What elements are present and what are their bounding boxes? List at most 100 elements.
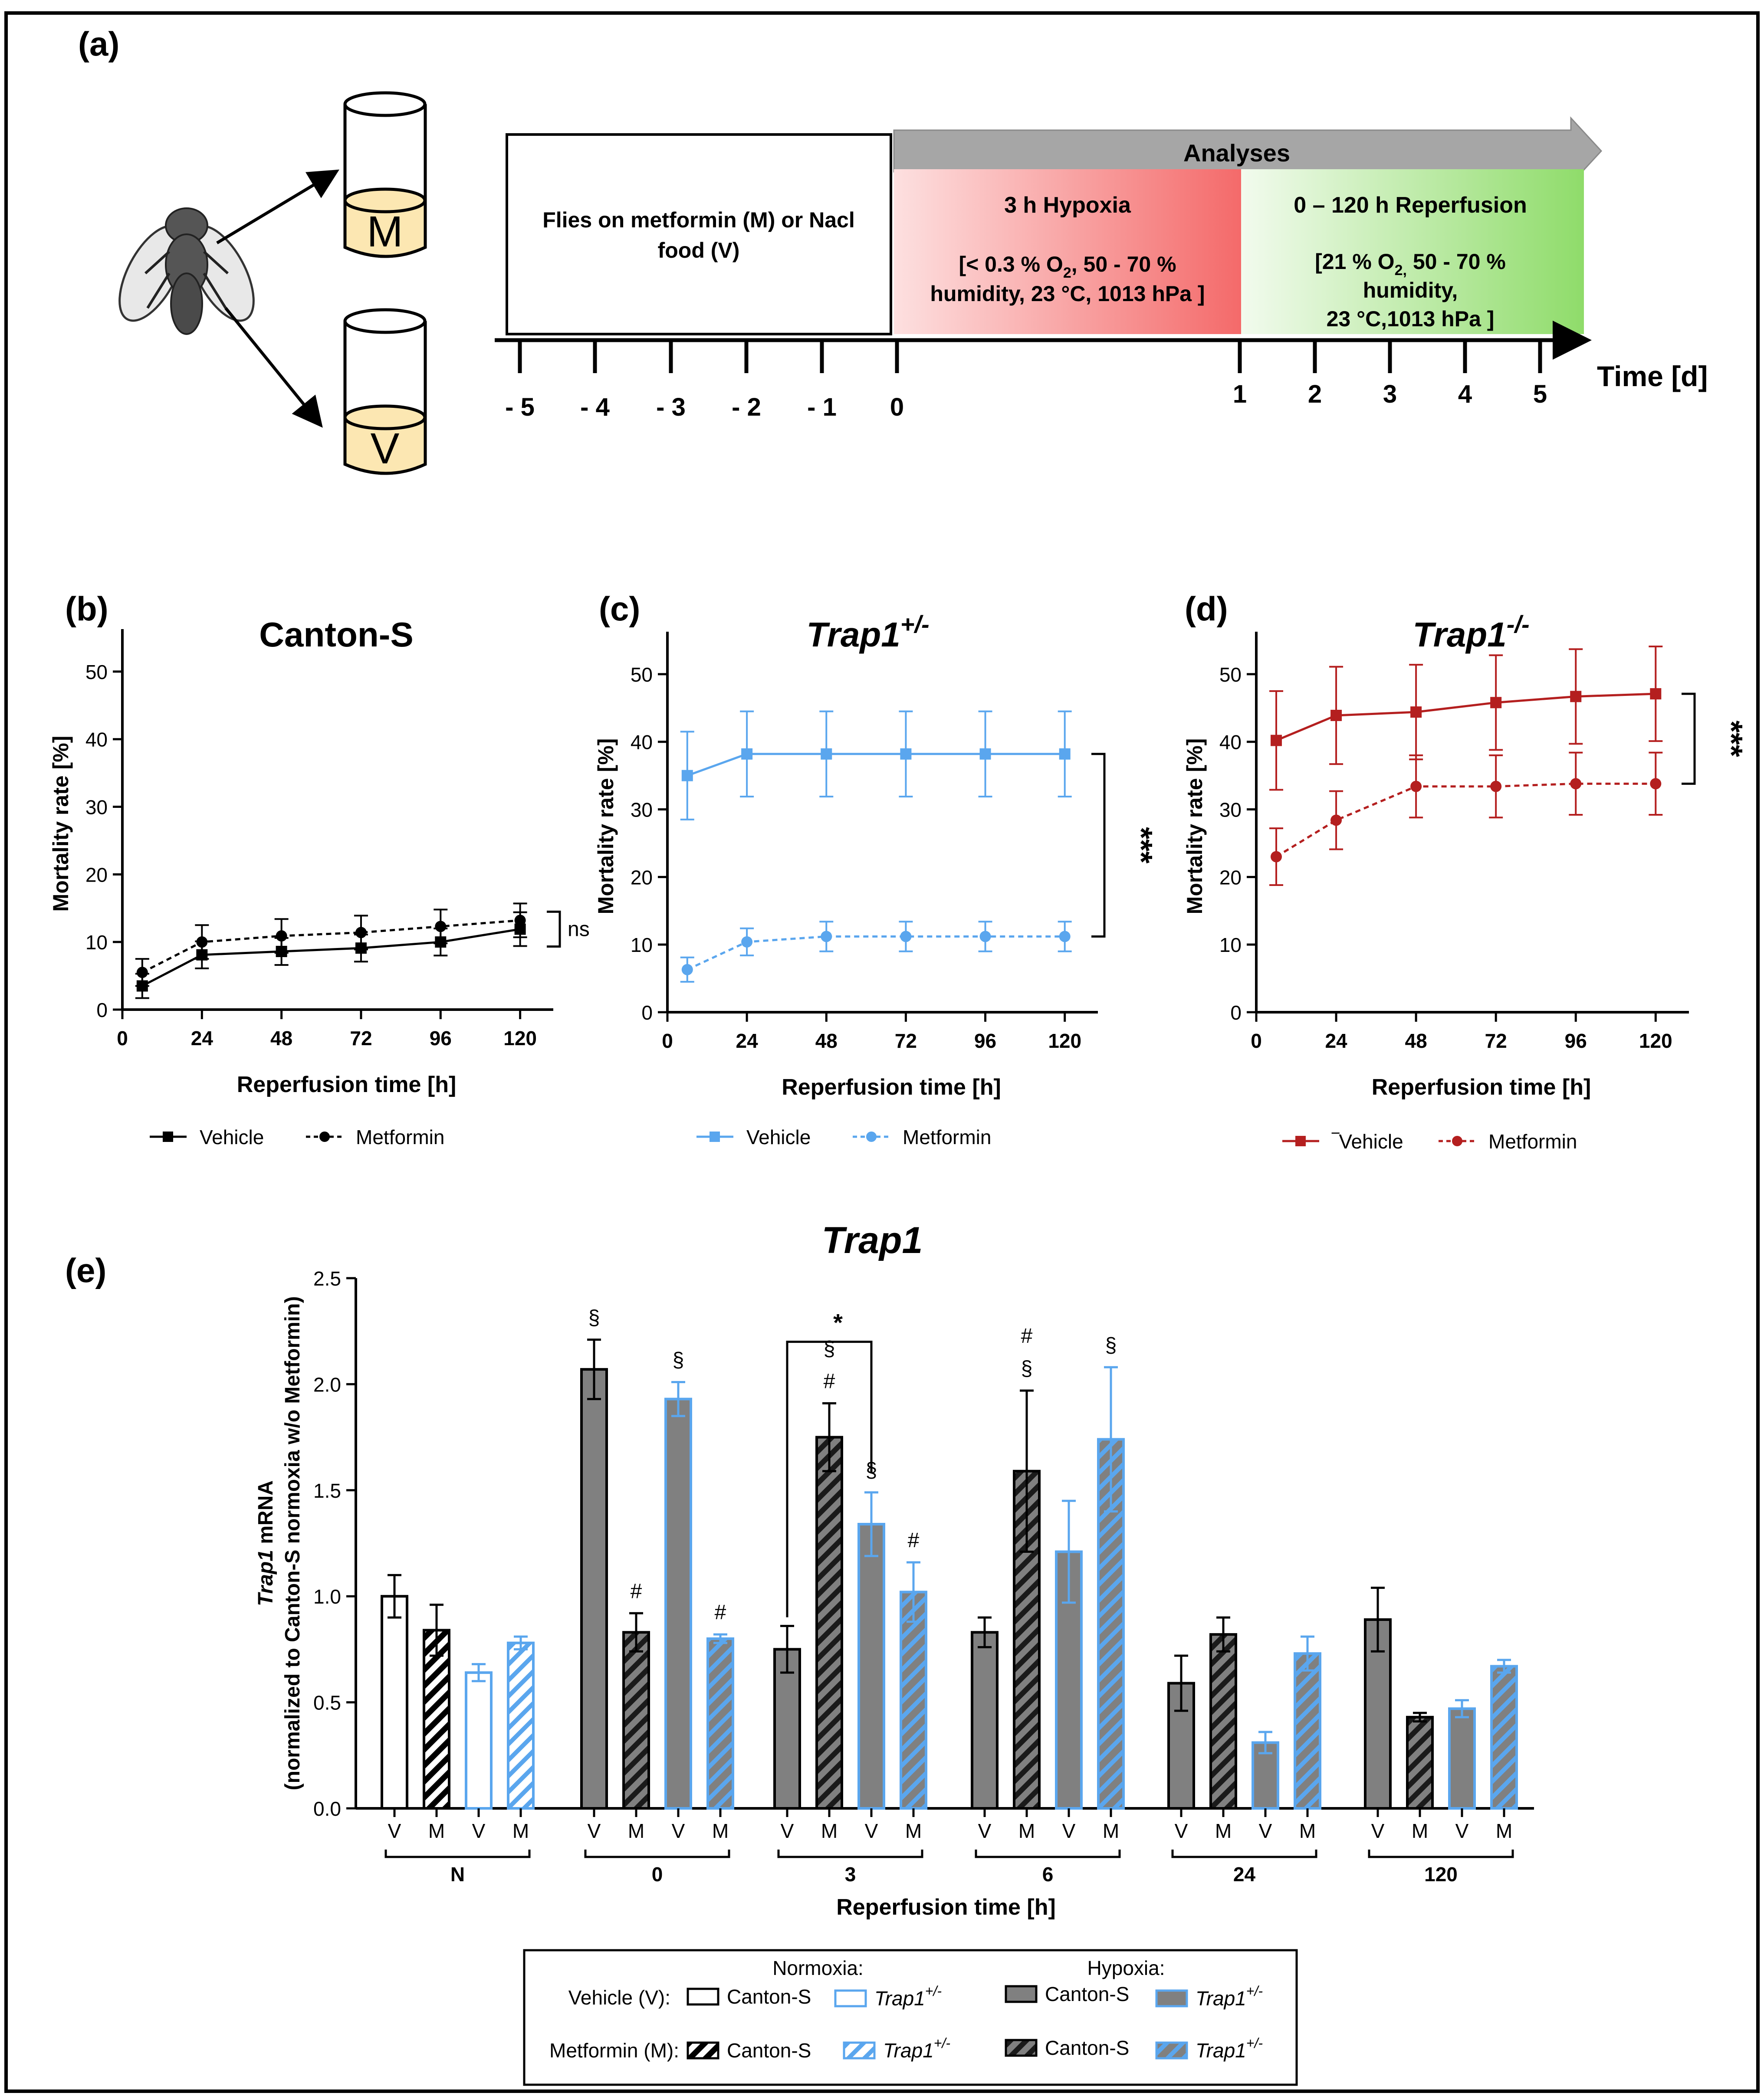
x-axis-label: Reperfusion time [h] — [1372, 1075, 1591, 1100]
data-point — [979, 931, 991, 942]
legend-label: Canton-S — [1045, 1983, 1129, 2005]
x-tick-label: 48 — [815, 1030, 838, 1052]
significance-bracket — [547, 910, 561, 948]
y-tick-label: 0.5 — [313, 1692, 341, 1714]
significance-label: *** — [1123, 827, 1158, 863]
group-bracket — [777, 1850, 923, 1858]
data-point — [136, 967, 148, 978]
data-point — [681, 964, 693, 975]
bar — [465, 1671, 493, 1810]
y-tick-label: 1.0 — [313, 1585, 341, 1608]
data-point — [1330, 709, 1342, 721]
x-tick-label: 0 — [1251, 1030, 1262, 1052]
series-vehicle — [680, 710, 1072, 820]
group-label: N — [450, 1863, 465, 1886]
bar-group-3: V§#M§V#M3 — [773, 1337, 927, 1886]
y-tick-label: 2.0 — [313, 1373, 341, 1396]
significance-mark: § — [1021, 1357, 1033, 1380]
data-point — [1650, 778, 1662, 790]
line-chart-d: (d) Trap1-/- 0 10 20 30 40 50 0 24 48 72 96 120 Reperf… — [1183, 590, 1748, 1153]
y-tick-label: 40 — [1219, 731, 1242, 754]
x-tick-label: 96 — [430, 1027, 452, 1050]
y-tick-label: 2.5 — [313, 1267, 341, 1290]
significance-mark: # — [715, 1601, 726, 1624]
legend-label: Trap1+/- — [1196, 2035, 1263, 2062]
x-tick-label: 72 — [1485, 1030, 1507, 1052]
data-point — [1490, 697, 1502, 709]
chart-legend: ‾Vehicle Metformin — [1282, 1130, 1577, 1153]
data-point — [1650, 688, 1662, 700]
bar-label: M — [905, 1820, 922, 1842]
time-tick: 5 — [1533, 380, 1547, 408]
legend-label: Trap1+/- — [883, 2035, 950, 2062]
legend-swatch — [1155, 1989, 1188, 2007]
y-tick-label: 0 — [96, 999, 108, 1021]
y-tick-label: 30 — [1219, 799, 1242, 821]
data-point — [1059, 748, 1071, 760]
time-tick: - 5 — [505, 393, 535, 421]
legend-label-superscript: +/- — [1246, 1983, 1263, 1999]
bar-group-24: V M V M24 — [1167, 1616, 1321, 1886]
data-point — [1410, 781, 1422, 792]
legend-swatch — [687, 2041, 719, 2060]
legend-vehicle-marker — [163, 1132, 173, 1142]
bar — [857, 1523, 885, 1810]
bar-label: V — [388, 1820, 401, 1842]
y-axis-label-unit: mRNA — [254, 1480, 277, 1550]
bar-label: M — [1496, 1820, 1512, 1842]
panel-a-label: (a) — [78, 25, 119, 63]
y-tick-label: 40 — [631, 731, 653, 754]
bar-label: M — [1103, 1820, 1119, 1842]
panel-label: (c) — [599, 590, 640, 628]
bar — [773, 1648, 801, 1810]
panel-a: (a) M V — [78, 25, 1708, 475]
group-bracket — [975, 1850, 1121, 1858]
hypoxia-line1: [< 0.3 % O2, 50 - 70 % — [959, 252, 1176, 281]
group-label: 3 — [845, 1863, 856, 1886]
y-tick-label: 0 — [641, 1001, 653, 1024]
chart-title: Trap1+/- — [806, 610, 929, 654]
x-tick-label: 96 — [1565, 1030, 1587, 1052]
chart-title: Trap1 — [822, 1220, 923, 1261]
bar-group-120: V M V M 120 — [1364, 1587, 1518, 1886]
significance-bracket — [1682, 692, 1696, 785]
legend-normoxia-title: Normoxia: — [772, 1957, 864, 1979]
bar — [1294, 1652, 1321, 1810]
y-axis-label-line2: (normalized to Canton-S normoxia w/o Met… — [281, 1296, 304, 1791]
y-tick-label: 50 — [1219, 663, 1242, 686]
x-tick-label: 96 — [974, 1030, 996, 1052]
y-tick-label: 20 — [631, 866, 653, 889]
group-bracket — [584, 1850, 730, 1858]
data-point — [979, 748, 991, 760]
bar-label: M — [1299, 1820, 1316, 1842]
line-chart-b: (b) Canton-S 0 10 20 30 40 50 0 24 48 72 96 120 Reperf… — [49, 590, 590, 1148]
data-point — [1271, 735, 1282, 746]
bar-label: M — [1412, 1820, 1428, 1842]
bar — [706, 1637, 734, 1810]
reperfusion-title: 0 – 120 h Reperfusion — [1294, 193, 1527, 218]
panel-e: (e) Trap1 0.0 0.5 1.0 1.5 2.0 2.5 Trap1 mRNA (nor… — [65, 1220, 1534, 2086]
bar-label: M — [1018, 1820, 1035, 1842]
series-line — [1276, 692, 1656, 741]
bar — [381, 1595, 408, 1810]
time-tick: - 2 — [732, 393, 761, 421]
comparison-label: * — [833, 1309, 843, 1336]
y-tick-label: 50 — [631, 663, 653, 686]
time-tick-labels: - 5 - 4 - 3 - 2 - 1 0 1 2 3 4 5 — [505, 380, 1547, 421]
x-tick-label: 120 — [503, 1027, 537, 1050]
significance-label: *** — [1714, 721, 1748, 757]
series-metformin — [1269, 751, 1663, 886]
series-metformin — [135, 902, 527, 987]
pre-box-line2: food (V) — [658, 238, 740, 262]
series-vehicle — [1269, 646, 1663, 791]
legend-swatch — [843, 2041, 876, 2060]
y-tick-label: 50 — [85, 661, 108, 683]
x-tick-label: 0 — [117, 1027, 128, 1050]
legend-metformin-label: Metformin — [903, 1126, 991, 1148]
series-line — [1275, 782, 1656, 858]
data-point — [1271, 851, 1282, 863]
legend-vehicle-marker — [710, 1132, 720, 1142]
y-tick-label: 20 — [85, 863, 108, 886]
time-axis-label: Time [d] — [1597, 360, 1708, 392]
